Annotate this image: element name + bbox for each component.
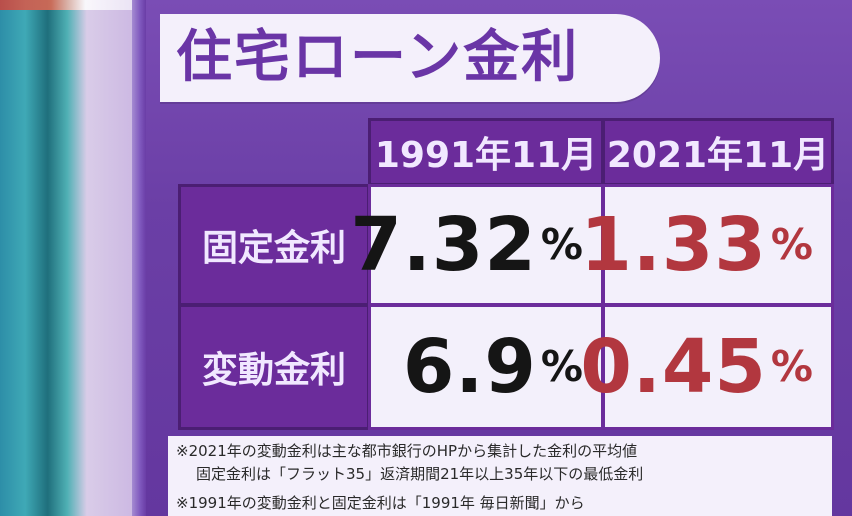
notes-box [168, 436, 832, 516]
rate-table: 1991年11月 2021年11月 固定金利 7.32 % 1.33 % 変動金… [168, 118, 834, 434]
variable-rate-2021-unit: % [770, 342, 813, 391]
variable-rate-1991-unit: % [540, 342, 583, 391]
note-line-3: ※1991年の変動金利と固定金利は「1991年 毎日新聞」から [176, 494, 585, 512]
column-header-1991: 1991年11月 [368, 118, 604, 186]
page-title: 住宅ローン金利 [176, 25, 580, 90]
variable-rate-2021: 0.45 % [580, 304, 834, 430]
variable-rate-1991: 6.9 % [368, 304, 604, 430]
row-header-fixed-rate: 固定金利 [178, 184, 370, 306]
fixed-rate-2021-unit: % [770, 220, 813, 269]
variable-rate-2021-value: 0.45 [580, 324, 767, 410]
note-line-2: 固定金利は「フラット35」返済期間21年以上35年以下の最低金利 [196, 465, 644, 483]
row-header-variable-rate: 変動金利 [178, 304, 370, 430]
fixed-rate-1991: 7.32 % [350, 184, 604, 306]
fixed-rate-1991-unit: % [540, 220, 583, 269]
variable-rate-1991-value: 6.9 [402, 324, 537, 410]
fixed-rate-2021: 1.33 % [580, 184, 834, 306]
fixed-rate-1991-value: 7.32 [350, 202, 537, 288]
note-line-1: ※2021年の変動金利は主な都市銀行のHPから集計した金利の平均値 [176, 442, 638, 460]
title-plate [160, 14, 660, 102]
column-header-2021: 2021年11月 [602, 118, 834, 186]
panel-edge [132, 0, 146, 516]
fixed-rate-2021-value: 1.33 [580, 202, 767, 288]
background-left [0, 0, 140, 516]
